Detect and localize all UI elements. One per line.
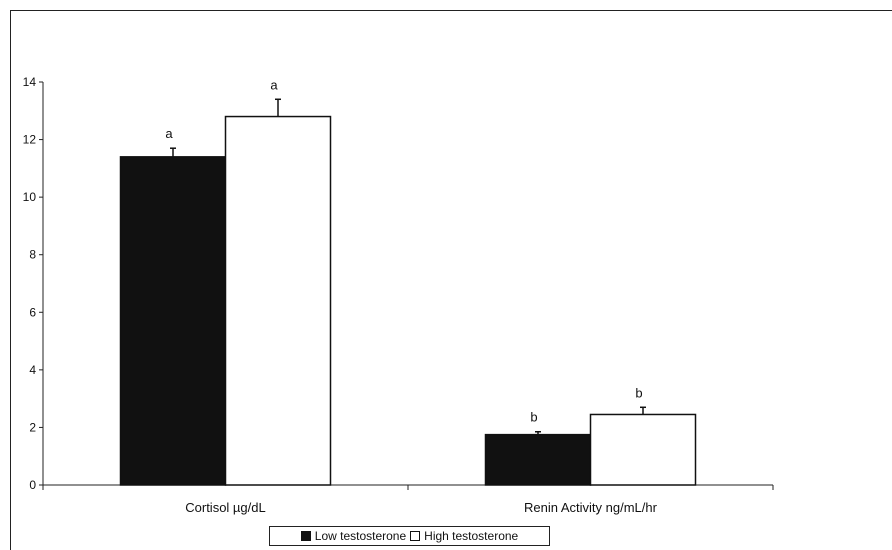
significance-label: a bbox=[270, 77, 278, 92]
y-tick-label: 0 bbox=[29, 478, 36, 492]
y-tick-label: 12 bbox=[23, 133, 37, 147]
legend-swatch-low bbox=[300, 531, 311, 541]
x-category-label: Cortisol µg/dL bbox=[185, 500, 265, 515]
legend-swatch-high bbox=[410, 531, 421, 541]
chart-frame bbox=[10, 10, 892, 550]
legend-item-low: Low testosterone bbox=[300, 529, 407, 543]
significance-label: a bbox=[165, 126, 173, 141]
significance-label: b bbox=[635, 385, 642, 400]
y-tick-label: 4 bbox=[29, 363, 36, 377]
legend-item-high: High testosterone bbox=[410, 529, 518, 543]
chart-legend: Low testosterone High testosterone bbox=[269, 526, 550, 546]
y-tick-label: 10 bbox=[23, 190, 37, 204]
y-tick-label: 6 bbox=[29, 305, 36, 319]
bar bbox=[484, 433, 592, 486]
bar bbox=[589, 413, 697, 486]
bar bbox=[224, 115, 332, 486]
y-tick-label: 2 bbox=[29, 420, 36, 434]
legend-label-low: Low testosterone bbox=[314, 529, 407, 543]
y-tick-label: 14 bbox=[23, 75, 37, 89]
y-tick-label: 8 bbox=[29, 248, 36, 262]
legend-label-high: High testosterone bbox=[424, 529, 519, 543]
x-category-label: Renin Activity ng/mL/hr bbox=[524, 500, 658, 515]
significance-label: b bbox=[530, 410, 537, 425]
bar bbox=[119, 156, 227, 486]
